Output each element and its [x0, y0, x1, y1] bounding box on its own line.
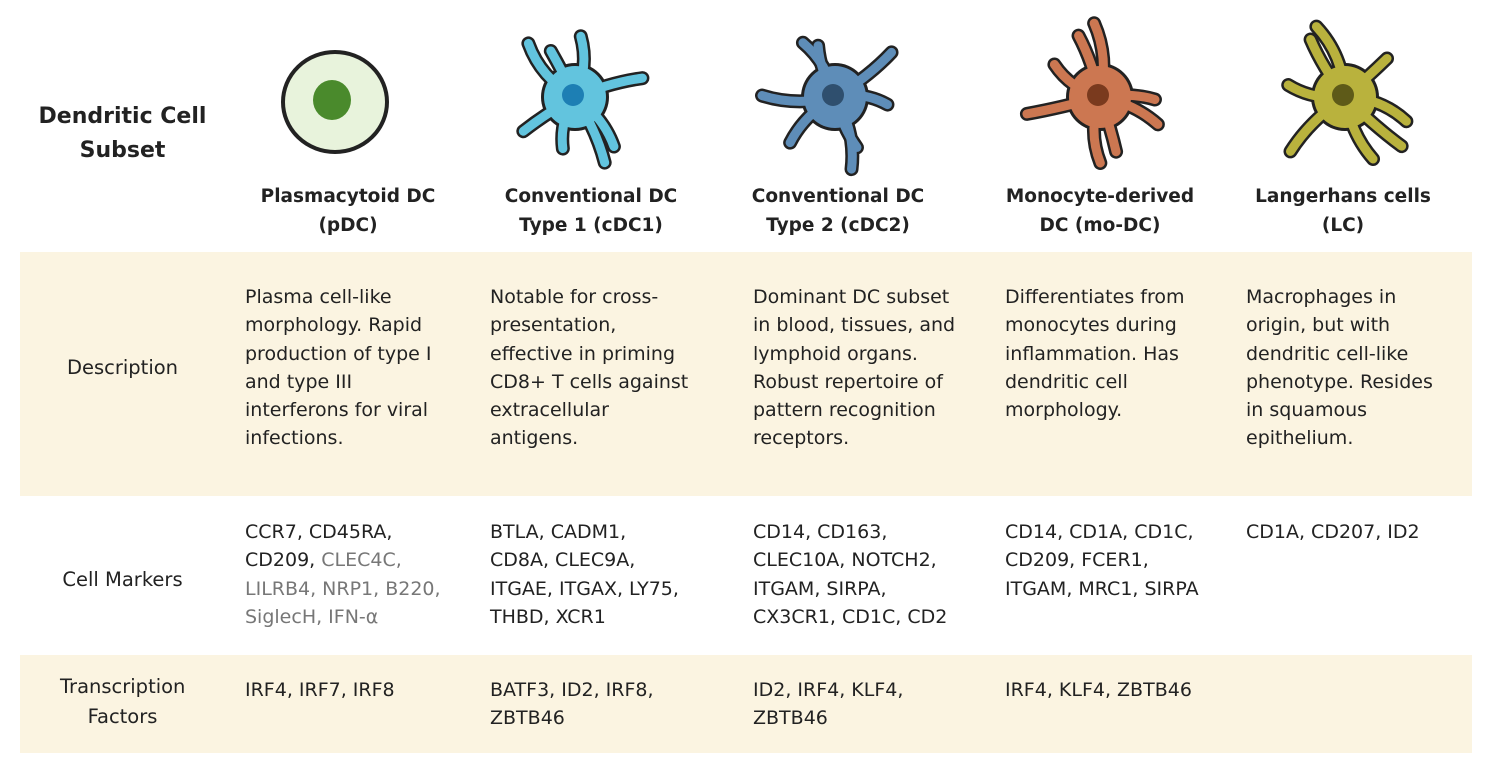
cell-illustration	[1281, 19, 1414, 166]
cell-illustration	[281, 50, 389, 154]
table-cell: BATF3, ID2, IRF8, ZBTB46	[490, 676, 690, 733]
column-header: Conventional DC Type 1 (cDC1)	[504, 186, 678, 236]
table-cell: Macrophages in origin, but with dendriti…	[1246, 283, 1446, 453]
table-cell: CD1A, CD207, ID2	[1246, 518, 1446, 546]
cell-text: CCR7, CD45RA, CD209,	[245, 521, 393, 572]
table-cell: Notable for cross-presentation, effectiv…	[490, 283, 690, 453]
row-band	[20, 252, 1472, 496]
table-cell: IRF4, IRF7, IRF8	[245, 676, 450, 704]
cell-text: CD1A, CD207, ID2	[1246, 521, 1420, 543]
cell-text: CD14, CD163, CLEC10A, NOTCH2, ITGAM, SIR…	[753, 521, 948, 628]
row-band	[20, 655, 1472, 753]
table-cell: CCR7, CD45RA, CD209, CLEC4C, LILRB4, NRP…	[245, 518, 450, 631]
cell-text: Notable for cross-presentation, effectiv…	[490, 286, 689, 450]
cell-text: Differentiates from monocytes during inf…	[1005, 286, 1185, 422]
table-cell: Differentiates from monocytes during inf…	[1005, 283, 1205, 424]
column-header: Langerhans cells (LC)	[1255, 186, 1431, 236]
column-header: Conventional DC Type 2 (cDC2)	[751, 186, 925, 236]
cell-text: BATF3, ID2, IRF8, ZBTB46	[490, 679, 654, 730]
column-header: Plasmacytoid DC (pDC)	[260, 186, 436, 236]
cell-illustration	[1019, 16, 1165, 170]
row-label: Transcription Factors	[60, 675, 186, 728]
cell-text: ID2, IRF4, KLF4, ZBTB46	[753, 679, 904, 730]
cell-text: Dominant DC subset in blood, tissues, an…	[753, 286, 956, 450]
table-cell: Plasma cell-like morphology. Rapid produ…	[245, 283, 450, 453]
cell-text: BTLA, CADM1, CD8A, CLEC9A, ITGAE, ITGAX,…	[490, 521, 679, 628]
cell-text: Plasma cell-like morphology. Rapid produ…	[245, 286, 432, 450]
row-label: Description	[66, 356, 179, 379]
table-cell: CD14, CD1A, CD1C, CD209, FCER1, ITGAM, M…	[1005, 518, 1205, 603]
table-cell: BTLA, CADM1, CD8A, CLEC9A, ITGAE, ITGAX,…	[490, 518, 690, 631]
cell-illustration	[516, 29, 650, 170]
table-cell: ID2, IRF4, KLF4, ZBTB46	[753, 676, 958, 733]
cell-text: IRF4, IRF7, IRF8	[245, 679, 395, 701]
table-cell: Dominant DC subset in blood, tissues, an…	[753, 283, 958, 453]
row-label: Cell Markers	[62, 568, 183, 591]
cell-text: CLEC4C, LILRB4, NRP1, B220, SiglecH, IFN…	[245, 549, 441, 628]
cell-text: IRF4, KLF4, ZBTB46	[1005, 679, 1192, 701]
table-title: Dendritic Cell Subset	[38, 104, 207, 163]
cell-text: CD14, CD1A, CD1C, CD209, FCER1, ITGAM, M…	[1005, 521, 1199, 600]
table-cell: IRF4, KLF4, ZBTB46	[1005, 676, 1205, 704]
cell-text: Macrophages in origin, but with dendriti…	[1246, 286, 1433, 450]
cell-illustration	[755, 35, 899, 177]
table-cell: CD14, CD163, CLEC10A, NOTCH2, ITGAM, SIR…	[753, 518, 958, 631]
column-header: Monocyte-derived DC (mo-DC)	[1005, 186, 1195, 236]
